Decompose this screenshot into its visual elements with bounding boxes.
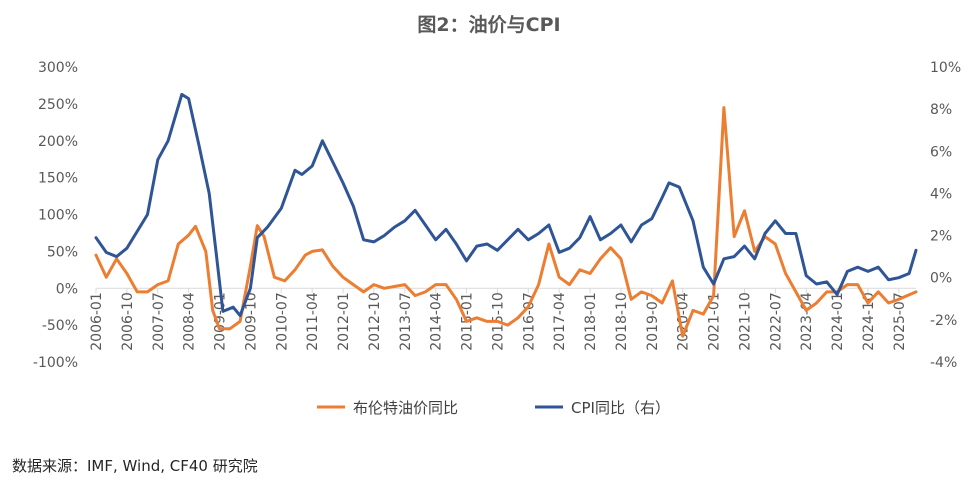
left-tick-label: 150%: [38, 171, 78, 187]
legend-label: CPI同比（右）: [571, 399, 670, 417]
right-axis-ticks: 10% 8% 6% 4% 2% 0% -2% -4%: [930, 60, 961, 371]
left-tick-label: 50%: [47, 244, 78, 260]
x-axis-ticks: 2006-01 2006-10 2007-07 2008-04 2009-01 2009-…: [89, 288, 908, 351]
x-tick-label: 2025-07: [892, 292, 908, 351]
chart-title: 图2：油价与CPI: [417, 14, 561, 36]
x-tick-label: 2011-04: [305, 292, 321, 351]
x-tick-label: 2018-10: [614, 292, 630, 351]
right-tick-label: -2%: [930, 313, 957, 329]
x-tick-label: 2022-07: [768, 292, 784, 351]
left-tick-label: 0%: [56, 281, 78, 297]
x-tick-label: 2009-10: [243, 292, 259, 351]
x-tick-label: 2024-10: [861, 292, 877, 351]
x-tick-label: 2009-01: [213, 292, 229, 351]
x-tick-label: 2019-07: [645, 292, 661, 351]
source-note: 数据来源：IMF, Wind, CF40 研究院: [12, 457, 258, 475]
x-tick-label: 2016-07: [521, 292, 537, 351]
x-tick-label: 2010-07: [274, 292, 290, 351]
x-tick-label: 2007-07: [151, 292, 167, 351]
x-tick-label: 2014-04: [429, 292, 445, 351]
right-tick-label: 10%: [930, 60, 961, 76]
right-tick-label: -4%: [930, 355, 957, 371]
right-tick-label: 6%: [930, 144, 952, 160]
chart-legend: 布伦特油价同比 CPI同比（右）: [317, 399, 670, 417]
right-tick-label: 8%: [930, 102, 952, 118]
right-tick-label: 0%: [930, 271, 952, 287]
left-tick-label: 250%: [38, 97, 78, 113]
x-tick-label: 2021-10: [737, 292, 753, 351]
right-tick-label: 2%: [930, 229, 952, 245]
x-tick-label: 2006-01: [89, 292, 105, 351]
x-tick-label: 2020-04: [676, 292, 692, 351]
oil-price-yoy-line: [94, 106, 918, 338]
left-tick-label: 200%: [38, 134, 78, 150]
x-tick-label: 2017-04: [552, 292, 568, 351]
left-axis-ticks: 300% 250% 200% 150% 100% 50% 0% -50% -100%: [33, 60, 78, 371]
x-tick-label: 2018-01: [583, 292, 599, 351]
left-tick-label: 300%: [38, 60, 78, 76]
left-tick-label: 100%: [38, 208, 78, 224]
x-tick-label: 2021-01: [707, 292, 723, 351]
cpi-yoy-line: [94, 92, 918, 318]
left-tick-label: -100%: [33, 355, 78, 371]
x-tick-label: 2024-01: [830, 292, 846, 351]
right-tick-label: 4%: [930, 186, 952, 202]
x-tick-label: 2006-10: [120, 292, 136, 351]
x-tick-label: 2008-04: [182, 292, 198, 351]
series-lines: [94, 92, 918, 338]
x-tick-label: 2013-07: [398, 292, 414, 351]
x-tick-label: 2012-10: [367, 292, 383, 351]
x-tick-label: 2012-01: [336, 292, 352, 351]
left-tick-label: -50%: [42, 318, 78, 334]
legend-label: 布伦特油价同比: [353, 399, 458, 417]
